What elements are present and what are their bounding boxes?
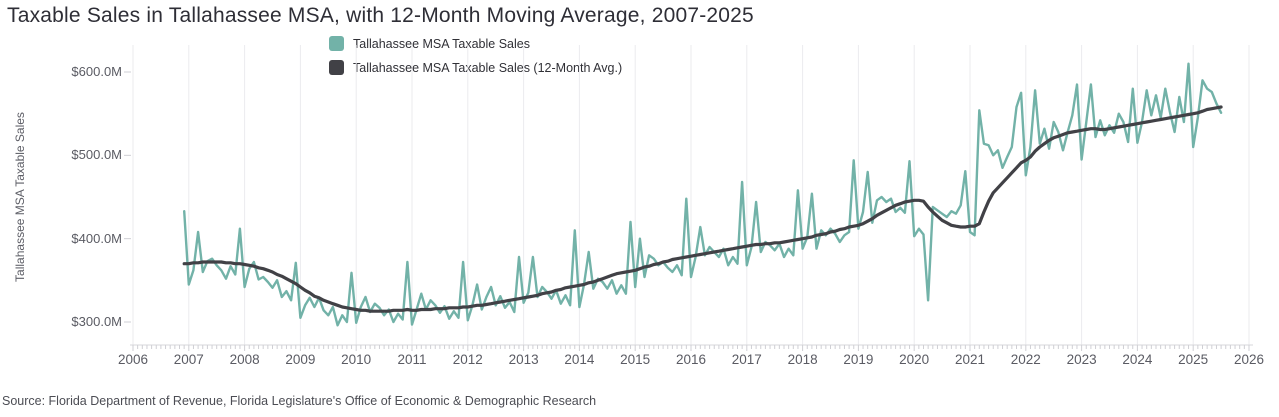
x-axis-tick-label: 2026 xyxy=(1233,352,1265,367)
y-axis-tick-label: $600.0M xyxy=(71,64,122,79)
legend-item-label: Tallahassee MSA Taxable Sales (12-Month … xyxy=(353,60,623,75)
x-axis-tick-label: 2024 xyxy=(1122,352,1153,367)
x-axis-tick-label: 2014 xyxy=(564,352,595,367)
page-title: Taxable Sales in Tallahassee MSA, with 1… xyxy=(7,4,754,27)
x-axis-tick-label: 2019 xyxy=(843,352,874,367)
x-axis-tick-label: 2009 xyxy=(285,352,316,367)
x-axis-tick-label: 2017 xyxy=(731,352,762,367)
x-axis-tick-label: 2015 xyxy=(620,352,651,367)
x-axis-tick-label: 2021 xyxy=(954,352,986,367)
x-axis-tick-label: 2016 xyxy=(675,352,707,367)
legend-item-moving-average[interactable]: Tallahassee MSA Taxable Sales (12-Month … xyxy=(329,60,622,75)
x-axis-tick-label: 2025 xyxy=(1178,352,1209,367)
x-axis-tick-label: 2020 xyxy=(899,352,930,367)
x-axis-tick-label: 2007 xyxy=(173,352,204,367)
legend-item-label: Tallahassee MSA Taxable Sales xyxy=(353,36,530,51)
x-axis-tick-label: 2023 xyxy=(1066,352,1097,367)
x-axis-tick-label: 2012 xyxy=(452,352,483,367)
legend: Tallahassee MSA Taxable Sales Tallahasse… xyxy=(329,36,622,84)
x-axis-tick-label: 2011 xyxy=(397,352,427,367)
x-axis-tick-label: 2018 xyxy=(787,352,818,367)
x-axis-tick-label: 2008 xyxy=(229,352,260,367)
sales-series-swatch-icon xyxy=(329,36,344,51)
taxable-sales-line-series[interactable] xyxy=(182,62,1223,327)
y-axis-tick-label: $300.0M xyxy=(71,314,122,329)
x-axis-tick-label: 2013 xyxy=(508,352,539,367)
x-axis-tick-label: 2022 xyxy=(1010,352,1041,367)
source-note: Source: Florida Department of Revenue, F… xyxy=(2,394,597,408)
y-axis-tick-label: $400.0M xyxy=(71,230,122,246)
moving-average-line-series[interactable] xyxy=(182,105,1223,313)
x-axis-tick-label: 2006 xyxy=(117,352,149,367)
y-axis-tick-label: $500.0M xyxy=(71,147,122,163)
x-axis-tick-label: 2010 xyxy=(341,352,372,367)
moving-average-series-swatch-icon xyxy=(329,60,344,75)
legend-item-sales[interactable]: Tallahassee MSA Taxable Sales xyxy=(329,36,622,51)
